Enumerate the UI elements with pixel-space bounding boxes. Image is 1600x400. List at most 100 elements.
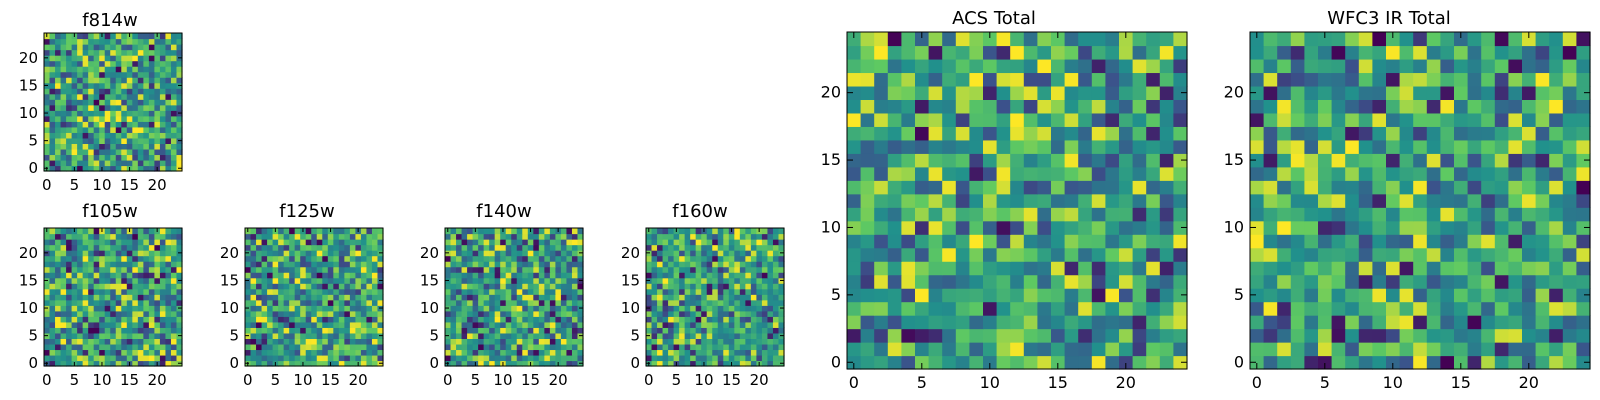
heatmap-cell [60, 132, 67, 139]
heatmap-cell [668, 343, 675, 351]
heatmap-cell [1386, 85, 1401, 100]
heatmap-cell [1481, 180, 1496, 195]
heatmap-cell [327, 272, 334, 279]
heatmap-cell [538, 349, 545, 356]
heatmap-cell [745, 255, 752, 262]
heatmap-cell [1426, 32, 1441, 47]
heatmap-cell [955, 301, 970, 316]
heatmap-cell [1454, 247, 1469, 262]
heatmap-cell [143, 104, 150, 111]
heatmap-cell [1119, 112, 1134, 127]
heatmap-cell [1105, 288, 1120, 303]
heatmap-cell [300, 305, 307, 312]
heatmap-cell [349, 288, 356, 295]
heatmap-cell [176, 327, 183, 334]
heatmap-cell [77, 310, 84, 317]
heatmap-cell [983, 207, 998, 222]
heatmap-cell [165, 255, 172, 262]
heatmap-cell [516, 354, 523, 362]
heatmap-cell [560, 343, 568, 351]
heatmap-cell [1494, 32, 1509, 47]
heatmap-cell [71, 99, 78, 106]
heatmap-cell [344, 360, 351, 367]
heatmap-cell [143, 332, 150, 339]
heatmap-cell [165, 110, 172, 117]
heatmap-cell [1146, 193, 1161, 208]
heatmap-cell [772, 277, 780, 284]
heatmap-cell [110, 71, 117, 78]
heatmap-cell [646, 299, 653, 306]
x-tick-label: 5 [271, 371, 281, 389]
heatmap-cell [143, 132, 150, 139]
heatmap-cell [1562, 153, 1577, 168]
heatmap-cell [77, 272, 84, 279]
heatmap-cell [170, 44, 178, 51]
heatmap-cell [1413, 139, 1428, 154]
heatmap-cell [690, 310, 697, 317]
heatmap-cell [1290, 139, 1305, 154]
heatmap-cell [544, 250, 551, 257]
heatmap-cell [165, 266, 172, 273]
heatmap-cell [77, 154, 84, 161]
heatmap-cell [333, 228, 340, 235]
heatmap-cell [71, 154, 78, 161]
heatmap-cell [1318, 153, 1333, 168]
heatmap-cell [915, 301, 930, 316]
heatmap-cell [154, 261, 161, 268]
heatmap-cell [126, 143, 133, 150]
heatmap-cell [104, 33, 111, 40]
heatmap-cell [695, 332, 702, 339]
heatmap-cell [143, 38, 150, 45]
heatmap-cell [1535, 58, 1550, 74]
heatmap-cell [847, 180, 862, 195]
heatmap-cell [170, 143, 178, 150]
heatmap-cell [1345, 32, 1360, 47]
heatmap-cell [571, 354, 579, 362]
heatmap-cell [511, 250, 518, 257]
heatmap-cell [289, 349, 296, 356]
heatmap-cell [1494, 153, 1509, 168]
heatmap-cell [538, 343, 545, 351]
heatmap-cell [71, 126, 78, 133]
heatmap-cell [1562, 45, 1577, 60]
heatmap-cell [132, 38, 139, 45]
heatmap-cell [717, 255, 724, 262]
heatmap-cell [1549, 247, 1564, 262]
heatmap-cell [983, 139, 998, 154]
heatmap-cell [349, 349, 356, 356]
heatmap-cell [1010, 288, 1025, 303]
heatmap-cell [66, 77, 73, 84]
heatmap-cell [483, 255, 490, 262]
heatmap-cell [544, 277, 551, 284]
heatmap-cell [371, 277, 379, 284]
heatmap-cell [1263, 342, 1278, 357]
heatmap-cell [49, 244, 56, 251]
heatmap-cell [445, 299, 452, 306]
y-tick-label: 15 [19, 76, 38, 94]
heatmap-cell [115, 283, 122, 290]
heatmap-cell [256, 338, 263, 345]
heatmap-cell [533, 239, 540, 246]
heatmap-cell [560, 360, 568, 367]
heatmap-cell [489, 332, 496, 339]
heatmap-cell [360, 305, 368, 312]
heatmap-cell [311, 354, 318, 362]
heatmap-cell [505, 349, 512, 356]
heatmap-cell [767, 316, 774, 323]
heatmap-cell [717, 354, 724, 362]
heatmap-cell [88, 49, 95, 56]
y-tick-label: 10 [1224, 217, 1244, 236]
heatmap-cell [272, 321, 279, 328]
heatmap-cell [544, 228, 551, 235]
heatmap-cell [1440, 220, 1455, 235]
heatmap-cell [60, 38, 67, 45]
heatmap-cell [1440, 247, 1455, 262]
heatmap-cell [505, 294, 512, 301]
heatmap-cell [860, 315, 875, 330]
heatmap-cell [82, 310, 89, 317]
heatmap-cell [104, 77, 111, 84]
heatmap-cell [126, 148, 133, 156]
heatmap-cell [1549, 32, 1564, 47]
heatmap-cell [874, 180, 889, 195]
heatmap-cell [679, 266, 686, 273]
